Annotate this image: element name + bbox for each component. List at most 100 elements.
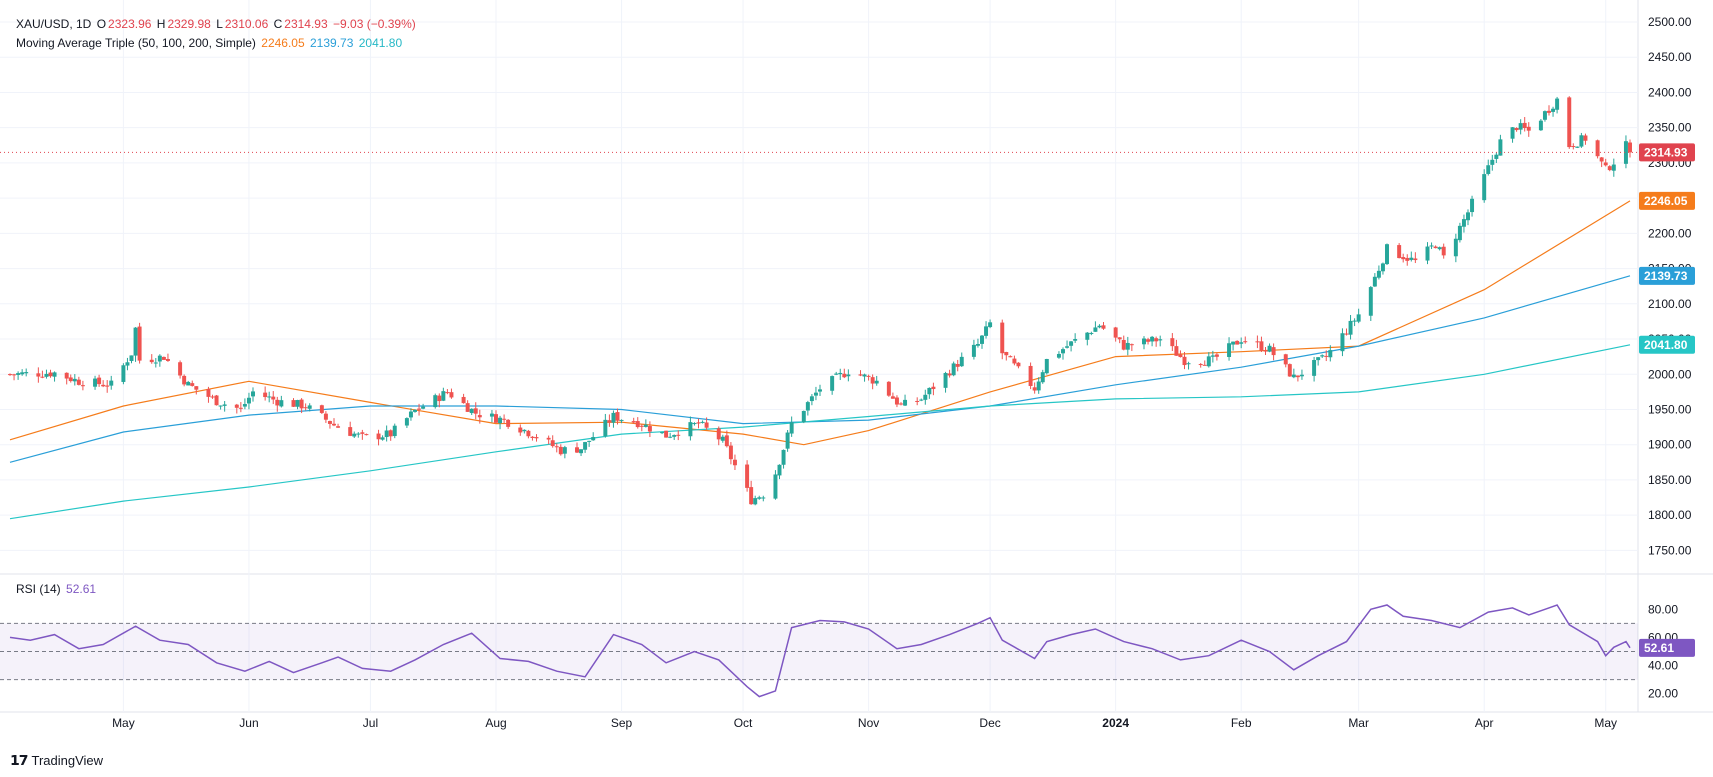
candle-body xyxy=(805,402,810,411)
candle-body xyxy=(465,403,470,412)
candle-body xyxy=(724,435,729,447)
candle-body xyxy=(757,497,762,499)
candle-body xyxy=(218,405,223,407)
candle-body xyxy=(1113,327,1118,338)
candle-body xyxy=(530,436,535,438)
candle-body xyxy=(327,421,332,424)
candle-body xyxy=(1004,352,1009,356)
candle-body xyxy=(295,400,300,407)
candle-body xyxy=(1344,333,1349,335)
candle-body xyxy=(943,373,948,388)
symbol-label: XAU/USD, 1D xyxy=(16,17,92,31)
candle-body xyxy=(352,433,357,437)
candle-body xyxy=(1202,364,1207,366)
candle-body xyxy=(1056,353,1061,358)
time-tick-label: Mar xyxy=(1348,716,1369,730)
candle-body xyxy=(1599,157,1604,162)
candle-body xyxy=(1490,159,1495,165)
candle-body xyxy=(1514,128,1519,131)
candle-body xyxy=(101,384,106,387)
high-label: H xyxy=(156,17,166,31)
candle-body xyxy=(647,426,652,432)
candle-body xyxy=(20,372,25,375)
candle-body xyxy=(348,427,353,436)
ma50-tag: 2246.05 xyxy=(1644,194,1688,208)
candle-body xyxy=(165,358,170,361)
candle-body xyxy=(251,391,255,397)
ma200-tag-bg xyxy=(1639,335,1695,354)
candle-body xyxy=(1595,140,1600,157)
candle-body xyxy=(927,387,932,395)
candle-body xyxy=(700,421,705,423)
candle-body xyxy=(52,372,57,377)
candle-body xyxy=(319,405,324,413)
candle-body xyxy=(186,381,191,386)
candle-body xyxy=(1518,123,1523,130)
candle-body xyxy=(157,355,162,362)
candle-body xyxy=(1239,342,1244,344)
candle-body xyxy=(672,434,677,437)
candle-body xyxy=(246,397,251,404)
tradingview-brand[interactable]: 𝟭𝟳 TradingView xyxy=(10,752,103,769)
time-tick-label: Aug xyxy=(485,716,506,730)
candle-body xyxy=(1397,245,1402,259)
candle-body xyxy=(1154,338,1159,342)
low-label: L xyxy=(216,17,223,31)
ma100-tag: 2139.73 xyxy=(1644,269,1688,283)
candle-body xyxy=(716,428,721,440)
candle-body xyxy=(1607,166,1612,171)
candle-body xyxy=(206,388,211,397)
candle-body xyxy=(660,432,665,434)
candle-body xyxy=(1380,263,1385,272)
candle-body xyxy=(1121,339,1126,350)
candle-body xyxy=(1429,245,1434,247)
candle-body xyxy=(1348,320,1353,335)
candle-body xyxy=(728,445,733,460)
candle-body xyxy=(323,413,328,420)
ma100-tag-bg xyxy=(1639,266,1695,285)
candle-body xyxy=(1385,244,1389,265)
rsi-tick-label: 20.00 xyxy=(1648,687,1678,701)
candle-body xyxy=(971,344,976,357)
candle-body xyxy=(433,395,438,408)
price-tick-label: 2350.00 xyxy=(1648,121,1692,135)
candle-body xyxy=(1000,322,1005,354)
candle-body xyxy=(1437,247,1442,250)
candle-body xyxy=(1235,340,1240,345)
candle-body xyxy=(1227,343,1232,357)
candle-body xyxy=(242,404,247,407)
candle-body xyxy=(1259,341,1264,351)
candle-body xyxy=(899,403,903,405)
time-tick-label: Jul xyxy=(363,716,378,730)
candle-body xyxy=(1065,346,1070,348)
candle-body xyxy=(607,420,612,423)
candle-body xyxy=(1170,338,1175,347)
rsi-legend-value: 52.61 xyxy=(66,582,97,596)
candle-body xyxy=(664,430,669,438)
candle-body xyxy=(575,447,579,453)
price-tick-label: 1800.00 xyxy=(1648,508,1692,522)
candle-body xyxy=(781,449,786,465)
price-tick-label: 2400.00 xyxy=(1648,85,1692,99)
candle-body xyxy=(1425,246,1430,261)
candle-body xyxy=(830,376,835,391)
candle-body xyxy=(1101,325,1106,329)
candle-body xyxy=(842,373,847,378)
candle-body xyxy=(1069,341,1074,346)
candle-body xyxy=(534,437,539,439)
candle-body xyxy=(1457,225,1462,241)
ma50-line xyxy=(9,200,1631,446)
rsi-tag-bg xyxy=(1639,638,1695,657)
high-value: 2329.98 xyxy=(167,17,211,31)
candle-body xyxy=(445,392,450,394)
candle-body xyxy=(125,362,130,366)
rsi-tick-label: 40.00 xyxy=(1648,659,1678,673)
ma-legend: Moving Average Triple (50, 100, 200, Sim… xyxy=(16,36,404,50)
candle-body xyxy=(12,374,17,376)
candle-body xyxy=(1409,257,1414,260)
candle-body xyxy=(1097,325,1102,328)
low-value: 2310.06 xyxy=(224,17,269,31)
candle-body xyxy=(1158,339,1163,341)
